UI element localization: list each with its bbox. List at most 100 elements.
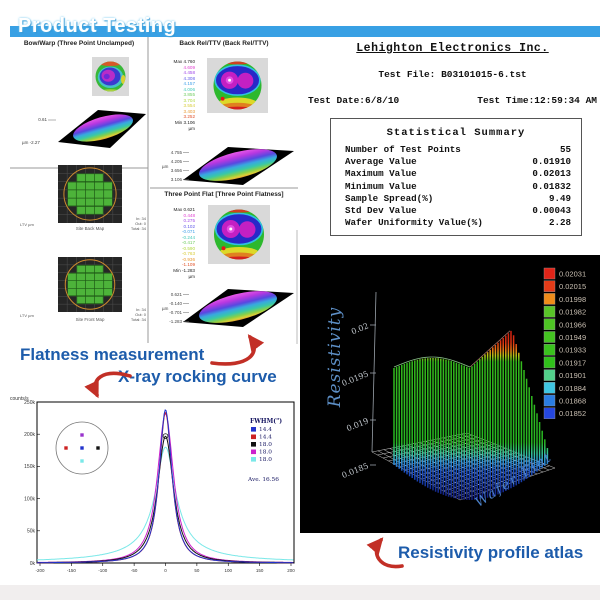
footer-strip	[0, 585, 600, 600]
stat-value: 2.28	[548, 217, 571, 229]
svg-text:0.01949: 0.01949	[559, 333, 586, 342]
flatness-panel: Bow/Warp (Three Point Unclamped) Back Re…	[10, 37, 298, 345]
svg-text:3.106: 3.106	[171, 177, 183, 182]
svg-text:0.02: 0.02	[350, 321, 370, 336]
test-file: Test File: B03101015-6.tst	[378, 69, 527, 80]
scale-value: -0.763	[181, 251, 195, 257]
svg-text:4.205: 4.205	[171, 159, 183, 164]
svg-text:0.621: 0.621	[171, 292, 183, 297]
svg-text:-100: -100	[98, 568, 108, 573]
scale-value: 3.252	[183, 114, 196, 120]
svg-text:µm -2.27: µm -2.27	[22, 140, 40, 145]
svg-text:LTV µm: LTV µm	[20, 313, 34, 318]
scale-value: 0.102	[183, 223, 196, 229]
scale-value: 3.704	[183, 97, 196, 103]
stat-label: Average Value	[345, 156, 417, 168]
svg-text:18.0: 18.0	[259, 457, 272, 463]
flatness-annotation: Flatness measurement	[20, 345, 205, 364]
svg-text:Site Back Map: Site Back Map	[76, 226, 105, 231]
company-name: Lehighton Electronics Inc.	[356, 42, 549, 55]
scale-value: 0.275	[183, 218, 196, 224]
svg-text:200k: 200k	[24, 432, 35, 438]
svg-text:0.01998: 0.01998	[559, 295, 586, 304]
scale-value: 4.157	[183, 81, 196, 87]
xray-annotation: X-ray rocking curve	[118, 367, 277, 386]
svg-text:18.0: 18.0	[259, 442, 272, 448]
svg-text:Site Front Map: Site Front Map	[76, 317, 105, 322]
stats-row: Minimum Value 0.01832	[345, 181, 571, 193]
svg-text:-1.283: -1.283	[169, 319, 182, 324]
stat-value: 0.02013	[532, 168, 571, 180]
scale-value: Min 3.106	[174, 120, 195, 126]
svg-text:0.01901: 0.01901	[559, 371, 586, 380]
scale-value: 3.554	[183, 103, 196, 109]
svg-text:-150: -150	[67, 568, 77, 573]
svg-text:0.02031: 0.02031	[559, 270, 586, 279]
svg-text:Total: 34: Total: 34	[131, 226, 147, 231]
stat-label: Std Dev Value	[345, 205, 417, 217]
svg-text:14.4: 14.4	[259, 435, 272, 441]
resistivity-plot: 0.02 0.0195 0.019 0.0185 0.02031 0.02015 0.019…	[300, 255, 600, 533]
header-bar	[10, 26, 600, 37]
svg-text:µm: µm	[162, 306, 169, 311]
svg-text:LTV µm: LTV µm	[20, 222, 34, 227]
svg-text:0.01884: 0.01884	[559, 384, 586, 393]
svg-text:250k: 250k	[24, 400, 35, 406]
svg-text:-200: -200	[35, 568, 45, 573]
stat-value: 55	[559, 144, 571, 155]
stats-title: Statistical Summary	[386, 127, 526, 139]
svg-text:Out: 0: Out: 0	[135, 221, 147, 226]
scale-value: -0.936	[181, 256, 195, 262]
svg-text:100k: 100k	[24, 496, 35, 502]
stat-value: 0.01832	[532, 180, 571, 192]
svg-text:50k: 50k	[27, 529, 36, 535]
stats-row: Maximum Value 0.02013	[345, 168, 571, 180]
stat-value: 9.49	[548, 192, 571, 204]
svg-text:4.755: 4.755	[171, 150, 183, 155]
stat-label: Minimum Value	[345, 180, 417, 192]
date-time-row: Test Date:6/8/10 Test Time:12:59:34 AM	[308, 95, 597, 106]
resistivity-axis-label: Resistivity	[325, 307, 345, 409]
scale-value: -0.244	[181, 234, 195, 240]
svg-text:150: 150	[256, 568, 264, 573]
stat-value: 0.00043	[532, 205, 571, 217]
svg-text:0: 0	[164, 568, 167, 573]
scale-value: µm	[188, 125, 195, 131]
back-rel-color-scale: Max 4.760 4.609 4.458 4.308 4.157 4.006 3.855 3…	[162, 59, 195, 131]
scale-value: 4.006	[183, 86, 196, 92]
scale-value: Max 4.760	[173, 59, 195, 64]
three-point-title: Three Point Flat [Three Point Flatness]	[164, 191, 284, 198]
legend-average: Ave. 16.56	[247, 477, 279, 483]
scale-value: 4.609	[183, 64, 196, 70]
stat-label: Sample Spread(%)	[345, 192, 434, 204]
svg-text:-0.701: -0.701	[169, 310, 182, 315]
scale-value: 0.448	[183, 212, 196, 218]
svg-text:3.656: 3.656	[171, 168, 183, 173]
scale-value: -0.590	[181, 245, 195, 251]
svg-text:0.01917: 0.01917	[559, 358, 586, 367]
stat-label: Wafer Uniformity Value(%)	[345, 217, 483, 229]
stats-row: Sample Spread(%) 9.49	[345, 193, 571, 205]
svg-text:Out: 0: Out: 0	[135, 312, 147, 317]
svg-text:-50: -50	[131, 568, 138, 573]
scale-value: -0.417	[181, 240, 195, 246]
stat-value: 0.01910	[532, 156, 571, 168]
scale-value: -0.071	[181, 229, 195, 235]
scale-value: Max 0.621	[173, 207, 195, 212]
scale-value: µm	[188, 273, 195, 279]
svg-text:0k: 0k	[30, 561, 36, 567]
back-rel-title: Back Rel/TTV (Back Rel/TTV)	[179, 40, 269, 47]
scale-value: 3.855	[183, 92, 196, 98]
legend-title: FWHM(")	[250, 418, 282, 425]
bow-warp-title: Bow/Warp (Three Point Unclamped)	[23, 40, 135, 47]
statistical-summary-box: Statistical Summary Number of Test Point…	[330, 118, 582, 236]
svg-text:14.4: 14.4	[259, 427, 272, 433]
svg-text:18.0: 18.0	[259, 450, 272, 456]
scale-value: 4.308	[183, 75, 196, 81]
resistivity-graphics: 0.020.01950.0190.01850.020310.020150.019…	[325, 267, 586, 511]
scale-value: 4.458	[183, 70, 196, 76]
svg-text:0.01933: 0.01933	[559, 346, 586, 355]
scale-value: -1.109	[181, 262, 195, 268]
svg-text:In: 34: In: 34	[136, 216, 147, 221]
